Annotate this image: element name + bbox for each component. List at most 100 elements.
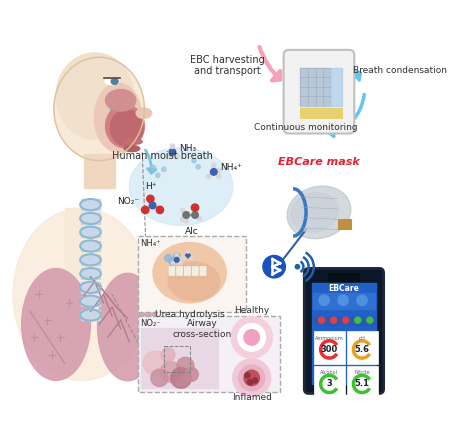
Circle shape: [160, 362, 181, 382]
Circle shape: [244, 370, 260, 386]
Circle shape: [169, 258, 176, 265]
Circle shape: [231, 317, 272, 358]
Circle shape: [186, 254, 190, 258]
Text: Ammonium: Ammonium: [315, 335, 344, 341]
Bar: [313, 317, 375, 325]
Ellipse shape: [111, 79, 118, 85]
Text: H⁺: H⁺: [145, 182, 157, 191]
Text: Alc: Alc: [184, 227, 198, 236]
Circle shape: [175, 254, 178, 257]
FancyBboxPatch shape: [304, 269, 383, 393]
FancyBboxPatch shape: [191, 266, 199, 276]
Bar: [313, 293, 375, 309]
Circle shape: [165, 154, 170, 159]
Bar: [65, 208, 99, 277]
Circle shape: [239, 365, 265, 391]
Text: 300: 300: [321, 345, 338, 354]
Circle shape: [331, 317, 337, 323]
Bar: [81, 269, 100, 279]
Circle shape: [184, 368, 198, 381]
Bar: [312, 283, 376, 384]
Ellipse shape: [54, 57, 144, 161]
FancyBboxPatch shape: [176, 266, 184, 276]
Text: 3: 3: [326, 379, 332, 388]
Bar: [81, 213, 100, 224]
Circle shape: [151, 369, 168, 387]
Text: NH₄⁺: NH₄⁺: [140, 239, 161, 248]
Bar: [138, 236, 246, 311]
Text: Continuous monitoring: Continuous monitoring: [254, 124, 358, 133]
Bar: [346, 366, 378, 399]
Circle shape: [179, 261, 182, 264]
Circle shape: [355, 317, 361, 323]
Bar: [346, 331, 378, 364]
Ellipse shape: [110, 110, 143, 146]
Bar: [314, 331, 345, 364]
Circle shape: [183, 211, 189, 218]
Bar: [81, 241, 100, 251]
Ellipse shape: [106, 90, 136, 111]
Text: pH: pH: [359, 335, 365, 341]
FancyBboxPatch shape: [199, 266, 207, 276]
Text: EBCare: EBCare: [328, 284, 360, 293]
Circle shape: [212, 163, 216, 167]
Ellipse shape: [106, 105, 144, 148]
Circle shape: [207, 174, 211, 178]
Bar: [81, 282, 100, 293]
Bar: [84, 154, 115, 188]
Bar: [81, 199, 100, 210]
Ellipse shape: [168, 262, 220, 301]
Ellipse shape: [136, 108, 152, 118]
Text: EBC harvesting
and transport: EBC harvesting and transport: [190, 55, 265, 76]
Circle shape: [142, 206, 149, 214]
Ellipse shape: [13, 208, 151, 381]
Circle shape: [165, 255, 171, 262]
Bar: [81, 296, 100, 306]
Circle shape: [263, 256, 285, 278]
Circle shape: [295, 265, 300, 269]
Circle shape: [175, 257, 179, 262]
Circle shape: [173, 253, 180, 260]
Circle shape: [248, 380, 252, 385]
Circle shape: [252, 378, 258, 383]
Text: Alcohol: Alcohol: [320, 370, 338, 375]
Circle shape: [143, 351, 167, 375]
Bar: [314, 366, 345, 399]
Ellipse shape: [153, 242, 226, 303]
Text: NH₄⁺: NH₄⁺: [220, 163, 242, 172]
Circle shape: [357, 295, 367, 305]
Ellipse shape: [105, 78, 119, 85]
Bar: [140, 328, 218, 388]
Circle shape: [151, 166, 156, 170]
Circle shape: [233, 359, 271, 397]
FancyBboxPatch shape: [184, 266, 191, 276]
Ellipse shape: [94, 83, 142, 152]
Bar: [330, 67, 342, 106]
Circle shape: [217, 168, 221, 172]
FancyBboxPatch shape: [284, 50, 354, 133]
Circle shape: [170, 144, 175, 148]
Text: Healthy: Healthy: [234, 306, 270, 315]
Circle shape: [171, 368, 191, 388]
Ellipse shape: [125, 139, 142, 144]
Circle shape: [169, 149, 176, 155]
Circle shape: [342, 317, 349, 323]
Bar: [81, 255, 100, 265]
Circle shape: [156, 173, 160, 178]
FancyBboxPatch shape: [328, 274, 360, 281]
Text: 5.6: 5.6: [355, 345, 369, 354]
Bar: [81, 227, 100, 237]
Circle shape: [177, 357, 194, 375]
Bar: [338, 219, 351, 229]
Text: Human moist breath: Human moist breath: [112, 151, 212, 161]
Circle shape: [198, 217, 202, 221]
Circle shape: [238, 323, 266, 351]
Text: NO₂⁻: NO₂⁻: [140, 319, 161, 328]
Text: NO₂⁻: NO₂⁻: [117, 197, 140, 206]
Ellipse shape: [291, 193, 338, 232]
Circle shape: [190, 257, 193, 260]
Circle shape: [196, 165, 200, 169]
Circle shape: [162, 167, 166, 172]
Circle shape: [319, 317, 324, 323]
Bar: [164, 346, 189, 372]
